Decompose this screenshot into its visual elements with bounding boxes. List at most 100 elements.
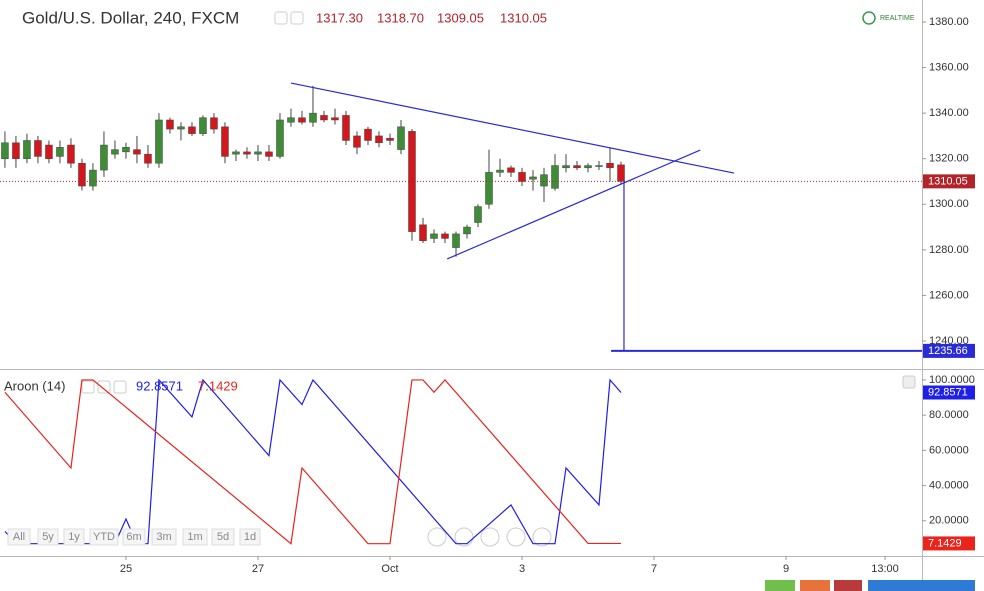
trendline [290, 82, 735, 174]
range-button[interactable]: YTD [89, 528, 119, 546]
candle-body [23, 140, 31, 159]
range-button-label[interactable]: YTD [93, 531, 115, 543]
candle-body [474, 206, 482, 223]
candle-body [320, 115, 328, 121]
footer-button[interactable] [868, 580, 975, 591]
candle-body [254, 151, 262, 155]
range-button-bg[interactable] [37, 528, 59, 546]
candle-body [529, 176, 537, 180]
y-tick-label: 1340.00 [929, 107, 969, 119]
y-tick-label: 100.0000 [929, 374, 975, 386]
range-button-label[interactable]: 5y [42, 531, 54, 543]
legend-value: 7.1429 [198, 378, 238, 393]
candle-body [221, 126, 229, 157]
candle-body [430, 233, 438, 239]
icon[interactable] [113, 380, 127, 394]
range-button-label[interactable]: 1d [244, 531, 256, 543]
value-badge-label: 92.8571 [928, 386, 968, 398]
value-badge-label: 7.1429 [928, 537, 962, 549]
range-button-bg[interactable] [122, 528, 146, 546]
candle-body [452, 233, 460, 248]
candle-body [485, 172, 493, 205]
range-button-bg[interactable] [7, 528, 31, 546]
candle-body [265, 151, 273, 157]
ohlc-value: 1317.30 [316, 10, 363, 25]
x-tick-label: 3 [519, 563, 525, 575]
candle-body [276, 119, 284, 157]
footer-button[interactable] [800, 580, 830, 591]
range-button[interactable]: 1m [182, 528, 208, 546]
candle-body [188, 126, 196, 134]
range-button-label[interactable]: 6m [126, 531, 141, 543]
candle-body [463, 226, 471, 235]
range-button[interactable]: All [7, 528, 31, 546]
range-button-bg[interactable] [63, 528, 85, 546]
range-button-bg[interactable] [239, 528, 261, 546]
candle-body [177, 126, 185, 130]
candle-body [364, 128, 372, 141]
zoom-button[interactable] [454, 527, 474, 547]
candle-body [133, 149, 141, 155]
candle-body [1, 142, 9, 159]
icon[interactable] [81, 380, 95, 394]
candle-body [573, 165, 581, 169]
y-tick-label: 1280.00 [929, 244, 969, 256]
candle-body [111, 149, 119, 155]
icon[interactable] [274, 11, 288, 25]
indicator-line [4, 379, 622, 545]
candle-body [441, 233, 449, 239]
candle-body [309, 112, 317, 123]
candle-body [353, 135, 361, 148]
y-tick-label: 1300.00 [929, 198, 969, 210]
candle-body [199, 117, 207, 134]
zoom-button[interactable] [427, 527, 447, 547]
candle-body [496, 169, 504, 173]
candle-body [386, 137, 394, 141]
candle-body [397, 126, 405, 150]
zoom-button[interactable] [506, 527, 526, 547]
value-badge [923, 536, 975, 551]
ohlc-value: 1318.70 [377, 10, 424, 25]
icon[interactable] [97, 380, 111, 394]
candle-body [232, 151, 240, 155]
trendline [446, 149, 701, 260]
candle-body [45, 144, 53, 159]
footer-button[interactable] [765, 580, 795, 591]
candle-body [210, 117, 218, 130]
candle-body [67, 144, 75, 164]
y-tick-label: 80.0000 [929, 409, 969, 421]
candle-body [89, 169, 97, 187]
range-button[interactable]: 5y [37, 528, 59, 546]
range-button[interactable]: 3m [151, 528, 177, 546]
range-button-label[interactable]: All [13, 531, 25, 543]
range-button-label[interactable]: 1y [68, 531, 80, 543]
zoom-button[interactable] [480, 527, 500, 547]
range-button-label[interactable]: 5d [217, 531, 229, 543]
x-tick-label: 25 [120, 563, 132, 575]
range-button[interactable]: 6m [122, 528, 146, 546]
target-label: 1235.66 [928, 345, 968, 357]
pane-button[interactable] [902, 375, 916, 389]
range-button[interactable]: 1d [239, 528, 261, 546]
price-label: 1310.05 [928, 175, 968, 187]
icon[interactable] [290, 11, 304, 25]
footer-button[interactable] [834, 580, 862, 591]
legend-value: 92.8571 [136, 378, 183, 393]
range-button-label[interactable]: 3m [156, 531, 171, 543]
range-button-bg[interactable] [211, 528, 235, 546]
x-tick-label: 7 [651, 563, 657, 575]
zoom-button[interactable] [532, 527, 552, 547]
status-icon [862, 11, 876, 25]
range-button-bg[interactable] [151, 528, 177, 546]
candle-body [562, 165, 570, 169]
range-button-bg[interactable] [89, 528, 119, 546]
range-button-bg[interactable] [182, 528, 208, 546]
candle-body [243, 151, 251, 155]
range-button[interactable]: 1y [63, 528, 85, 546]
y-tick-label: 1320.00 [929, 153, 969, 165]
chart-title: Gold/U.S. Dollar, 240, FXCM [22, 8, 239, 27]
range-button-label[interactable]: 1m [187, 531, 202, 543]
range-button[interactable]: 5d [211, 528, 235, 546]
